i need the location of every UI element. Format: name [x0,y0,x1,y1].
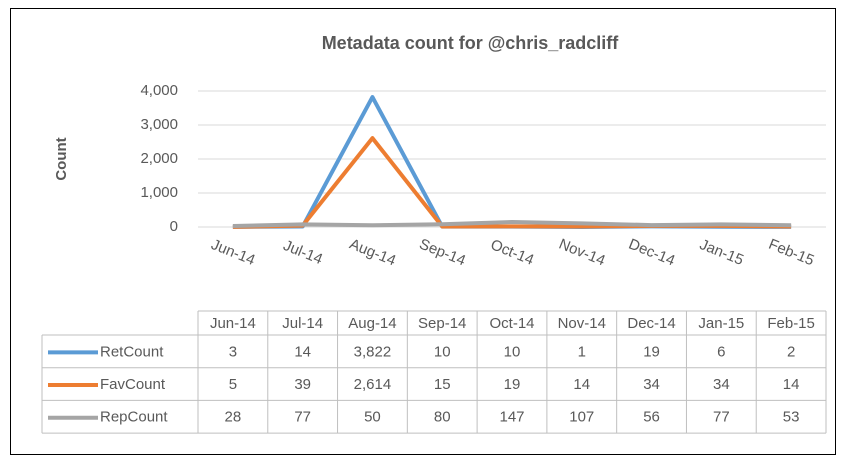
table-header: Feb-15 [767,315,815,332]
table-cell: 2 [787,343,795,360]
table-cell: 53 [783,409,800,426]
table-header: Sep-14 [418,315,466,332]
table-cell: 1 [578,343,586,360]
table-cell: 19 [504,376,521,393]
legend-label: RetCount [100,343,164,360]
y-tick-label: 4,000 [140,82,178,99]
table-cell: 14 [573,376,590,393]
table-header: Aug-14 [348,315,396,332]
y-axis-label: Count [53,137,70,180]
chart-title: Metadata count for @chris_radcliff [322,33,620,53]
table-cell: 3 [229,343,237,360]
legend-label: RepCount [100,409,168,426]
table-cell: 80 [434,409,451,426]
table-header: Jun-14 [210,315,256,332]
table-cell: 107 [569,409,594,426]
y-tick-label: 1,000 [140,184,178,201]
table-cell: 147 [499,409,524,426]
table-header: Dec-14 [627,315,675,332]
y-tick-label: 3,000 [140,116,178,133]
table-cell: 39 [294,376,311,393]
table-cell: 34 [643,376,660,393]
table-cell: 77 [294,409,311,426]
chart-border [10,8,836,455]
y-tick-label: 2,000 [140,150,178,167]
table-cell: 10 [504,343,521,360]
table-cell: 14 [294,343,311,360]
table-cell: 6 [717,343,725,360]
table-cell: 10 [434,343,451,360]
table-cell: 14 [783,376,800,393]
table-cell: 77 [713,409,730,426]
table-cell: 3,822 [354,343,392,360]
legend-label: FavCount [100,376,166,393]
table-header: Jul-14 [282,315,323,332]
series-line [232,220,792,229]
table-cell: 2,614 [354,376,392,393]
table-header: Oct-14 [489,315,534,332]
table-cell: 19 [643,343,660,360]
table-header: Jan-15 [698,315,744,332]
table-cell: 15 [434,376,451,393]
table-cell: 56 [643,409,660,426]
y-tick-label: 0 [170,218,178,235]
table-cell: 50 [364,409,381,426]
table-header: Nov-14 [558,315,606,332]
table-cell: 5 [229,376,237,393]
table-cell: 28 [225,409,242,426]
table-cell: 34 [713,376,730,393]
